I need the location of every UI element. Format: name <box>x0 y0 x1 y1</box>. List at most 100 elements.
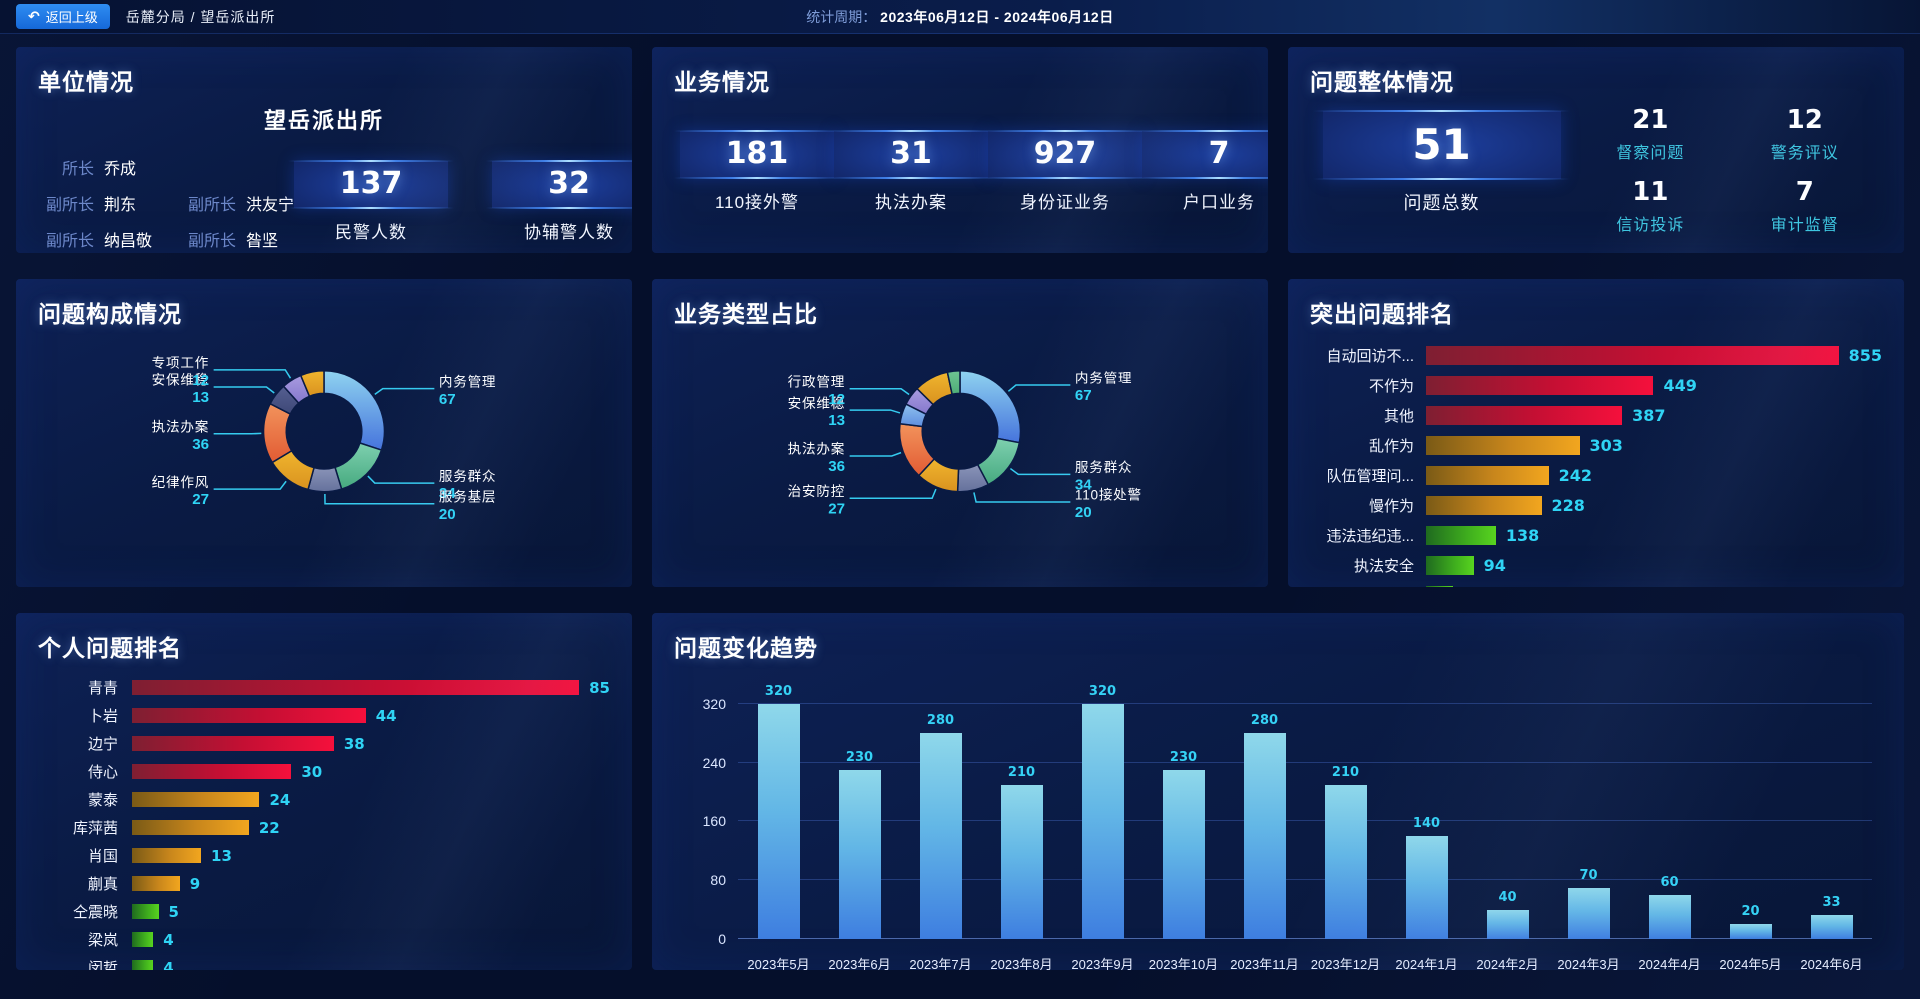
bar <box>132 932 154 947</box>
problem-composition-donut-chart: 内务管理 67 服务群众 34 服务基层 20 纪律作风 27 执法办案 36 安保维稳 13 专项工作… <box>38 339 610 575</box>
topbar: ↶ 返回上级 岳麓分局 / 望岳派出所 统计周期： 2023年06月12日 - … <box>0 0 1920 34</box>
problem-mini-stat: 21 督察问题 <box>1573 105 1727 163</box>
bar-value-label: 94 <box>1483 556 1506 575</box>
bar <box>1426 556 1474 575</box>
stat-box: 927 <box>981 130 1149 178</box>
trend-bar <box>838 769 881 939</box>
x-axis-tick-label: 2024年4月 <box>1638 957 1701 970</box>
donut-segment <box>946 369 961 396</box>
stat-box: 51 <box>1313 109 1571 181</box>
panel-problem-composition: 问题构成情况 内务管理 67 服务群众 34 服务基层 20 纪律作风 27 执法办案 36 安保维… <box>16 279 632 587</box>
trend-bar <box>1486 909 1529 939</box>
bar-row: 自动回访不... 855 <box>1310 345 1882 366</box>
donut-callout-line <box>973 492 1071 503</box>
bar-track: 9 <box>132 875 610 893</box>
bar-value-label: 228 <box>1551 496 1585 515</box>
x-axis-tick-label: 2023年6月 <box>828 957 891 970</box>
trend-value-label: 33 <box>1822 894 1841 910</box>
panel-title-composition: 问题构成情况 <box>38 301 182 327</box>
bar-track: 30 <box>132 763 610 781</box>
personal-ranking-bar-chart: 青青 85 卜岩 44 边宁 38 侍心 30 蒙泰 24 库萍茜 22 肖国 13 蒯真 9 仝震晓 5 梁岚 4 闵… <box>38 677 610 970</box>
bar <box>1426 436 1580 455</box>
problem-mini-stat: 12 警务评议 <box>1728 105 1882 163</box>
donut-callout-line <box>849 488 937 499</box>
bar <box>132 876 180 891</box>
donut-callout-line <box>849 409 901 414</box>
bar-value-label: 9 <box>189 874 201 893</box>
gridline <box>738 820 1872 822</box>
donut-value: 36 <box>828 458 845 475</box>
stat: 137 民警人数 <box>287 160 455 243</box>
bar-track: 94 <box>1426 556 1882 575</box>
bar-row: 青青 85 <box>38 677 610 698</box>
bar-category-label: 乱作为 <box>1368 438 1414 455</box>
station-name: 望岳派出所 <box>263 108 384 133</box>
bar-value-label: 30 <box>301 762 323 781</box>
bar-category-label: 肖国 <box>87 848 118 865</box>
stat-label: 身份证业务 <box>1020 192 1110 212</box>
trend-value-label: 210 <box>1331 764 1360 780</box>
leader-role: 副所长 <box>45 197 94 214</box>
bar-row: 蒙泰 24 <box>38 789 610 810</box>
leader-name: 荆东 <box>104 197 137 214</box>
panel-title-personal: 个人问题排名 <box>38 635 182 661</box>
donut-value: 13 <box>192 389 209 406</box>
y-axis-tick-label: 160 <box>702 813 726 830</box>
bar-category-label: 青青 <box>87 680 118 697</box>
bar-track: 303 <box>1426 436 1882 455</box>
bar-row: 执法安全 94 <box>1310 555 1882 576</box>
bar <box>132 764 292 779</box>
donut-label: 服务群众 <box>439 469 496 484</box>
stat: 181 110接外警 <box>673 130 841 213</box>
bar <box>1426 346 1839 365</box>
bar-track: 387 <box>1426 406 1882 425</box>
donut-label: 执法办案 <box>152 419 209 435</box>
bar-value-label: 138 <box>1505 526 1540 545</box>
bar-track: 242 <box>1426 466 1882 485</box>
bar-value-label: 449 <box>1663 376 1697 395</box>
x-axis-tick-label: 2023年5月 <box>747 957 810 970</box>
leader-item: 所长 乔成 <box>38 155 152 179</box>
donut-label: 纪律作风 <box>152 475 209 490</box>
problem-mini-stats: 21 督察问题 12 警务评议 11 信访投诉 7 审计监督 <box>1573 105 1882 235</box>
y-axis-tick-label: 240 <box>702 754 726 771</box>
trend-column: 230 2023年10月 <box>1143 673 1224 970</box>
stat-period-value: 2023年06月12日 - 2024年06月12日 <box>880 8 1114 25</box>
bar-track: 22 <box>132 819 610 837</box>
bar-row: 库萍茜 22 <box>38 817 610 838</box>
trend-column: 230 2023年6月 <box>819 673 900 970</box>
donut-label: 安保维稳 <box>788 396 845 411</box>
bar-track: 138 <box>1426 526 1882 545</box>
bar <box>1426 466 1549 485</box>
bar-value-label: 22 <box>258 818 280 837</box>
stat-value: 181 <box>725 136 789 171</box>
bar-value-label: 4 <box>163 958 174 971</box>
problem-mini-stat: 11 信访投诉 <box>1573 177 1727 235</box>
mini-stat-value: 12 <box>1786 105 1823 135</box>
stat-value: 31 <box>890 136 932 171</box>
bar-category-label: 闵哲 <box>87 960 118 970</box>
bar-category-label: 库萍茜 <box>72 820 118 837</box>
trend-bar <box>1648 894 1691 939</box>
bar-row: 其他 387 <box>1310 405 1882 426</box>
bar-category-label: 队伍管理问... <box>1326 468 1414 485</box>
leader-role: 副所长 <box>188 197 237 214</box>
stat-label: 协辅警人数 <box>524 222 615 242</box>
trend-bar <box>1405 836 1448 939</box>
trend-bar <box>1081 703 1124 939</box>
donut-callout-line <box>213 386 275 394</box>
stat-box: 7 <box>1135 130 1268 178</box>
x-axis-tick-label: 2024年6月 <box>1800 957 1863 970</box>
stat-label: 户口业务 <box>1183 192 1255 212</box>
mini-stat-value: 11 <box>1632 177 1669 207</box>
stat-value: 51 <box>1412 120 1471 169</box>
bar-row: 侍心 30 <box>38 761 610 782</box>
donut-label: 110接处警 <box>1075 487 1142 503</box>
leader-name: 洪友宁 <box>246 197 295 214</box>
donut-label: 执法办案 <box>788 441 845 457</box>
bar-track: 449 <box>1426 376 1882 395</box>
leader-item: 副所长 荆东 <box>38 191 152 215</box>
back-button[interactable]: ↶ 返回上级 <box>16 4 110 29</box>
dashboard-grid: 单位情况 望岳派出所 所长 乔成 副所长 荆东 副所长 洪友宁 副所长 纳昌敬 副所长 昝坚 13… <box>0 34 1920 970</box>
